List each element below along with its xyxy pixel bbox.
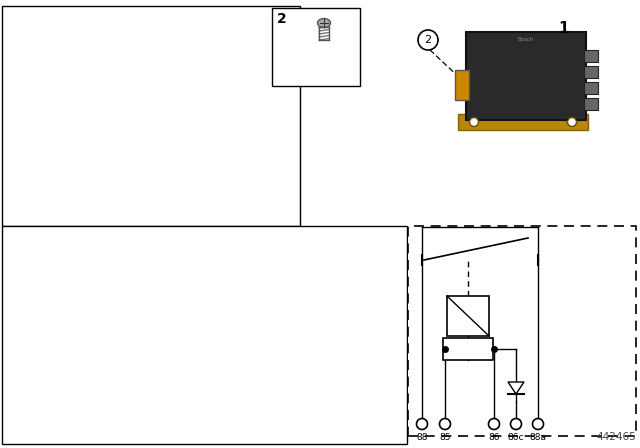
Text: 88a: 88a (529, 432, 547, 441)
Bar (2, 6, 300, 226)
Bar (443, 338, 493, 360)
Polygon shape (508, 382, 524, 394)
Bar (2, 226, 407, 444)
Circle shape (418, 30, 438, 50)
Circle shape (470, 117, 479, 126)
Text: Bosch: Bosch (518, 37, 534, 42)
Bar (455, 70, 469, 100)
Circle shape (440, 418, 451, 430)
Text: 442465: 442465 (596, 432, 636, 442)
Text: 2: 2 (277, 12, 287, 26)
Text: 1: 1 (559, 21, 569, 35)
Text: 85: 85 (439, 432, 451, 441)
Bar (458, 114, 588, 130)
Bar (447, 296, 489, 336)
Circle shape (568, 117, 577, 126)
Bar (584, 82, 598, 94)
Bar (408, 226, 636, 436)
Circle shape (532, 418, 543, 430)
Ellipse shape (317, 18, 330, 27)
Bar (272, 8, 360, 86)
Bar (466, 32, 586, 120)
Bar (584, 98, 598, 110)
Circle shape (488, 418, 499, 430)
Text: 86c: 86c (508, 432, 524, 441)
Circle shape (417, 418, 428, 430)
Text: 2: 2 (424, 35, 431, 45)
Bar (584, 50, 598, 62)
Circle shape (511, 418, 522, 430)
Text: 86: 86 (488, 432, 500, 441)
Text: 88: 88 (416, 432, 428, 441)
Bar (584, 66, 598, 78)
